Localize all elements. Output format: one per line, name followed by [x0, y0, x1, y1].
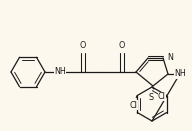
Text: S: S	[148, 93, 154, 102]
Text: O: O	[80, 41, 86, 50]
Text: Cl: Cl	[158, 92, 166, 101]
Text: NH: NH	[174, 70, 186, 78]
Text: O: O	[119, 41, 125, 50]
Text: N: N	[167, 53, 173, 61]
Text: NH: NH	[54, 67, 66, 77]
Text: Cl: Cl	[129, 100, 137, 110]
